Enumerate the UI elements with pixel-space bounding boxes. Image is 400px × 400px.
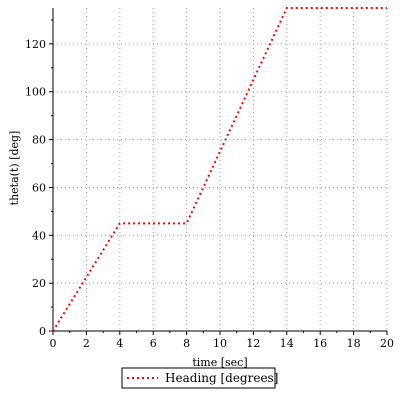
y-tick-label: 20 [32, 277, 46, 290]
y-tick-label: 60 [32, 181, 46, 194]
y-axis-label: theta(t) [deg] [8, 131, 21, 206]
x-tick-label: 18 [347, 337, 361, 350]
y-tick-label: 100 [25, 86, 46, 99]
y-axis-ticks: 0 20 40 60 80 100 120 [25, 19, 53, 338]
x-tick-label: 16 [313, 337, 327, 350]
x-tick-label: 2 [83, 337, 90, 350]
x-tick-label: 20 [380, 337, 394, 350]
x-tick-label: 0 [50, 337, 57, 350]
x-tick-label: 12 [246, 337, 260, 350]
x-tick-label: 4 [116, 337, 123, 350]
y-tick-label: 120 [25, 38, 46, 51]
x-tick-label: 8 [183, 337, 190, 350]
grid [53, 8, 388, 331]
x-axis-ticks: 0 2 4 6 8 10 12 14 16 18 20 [50, 331, 394, 350]
x-tick-label: 10 [213, 337, 227, 350]
x-axis-label: time [sec] [192, 356, 247, 369]
x-tick-label: 14 [280, 337, 294, 350]
legend-box [121, 367, 276, 389]
y-tick-label: 40 [32, 229, 46, 242]
y-tick-label: 0 [39, 325, 46, 338]
legend: Heading [degrees] [121, 367, 278, 389]
x-tick-label: 6 [150, 337, 157, 350]
legend-entry: Heading [degrees] [165, 371, 278, 385]
y-tick-label: 80 [32, 134, 46, 147]
